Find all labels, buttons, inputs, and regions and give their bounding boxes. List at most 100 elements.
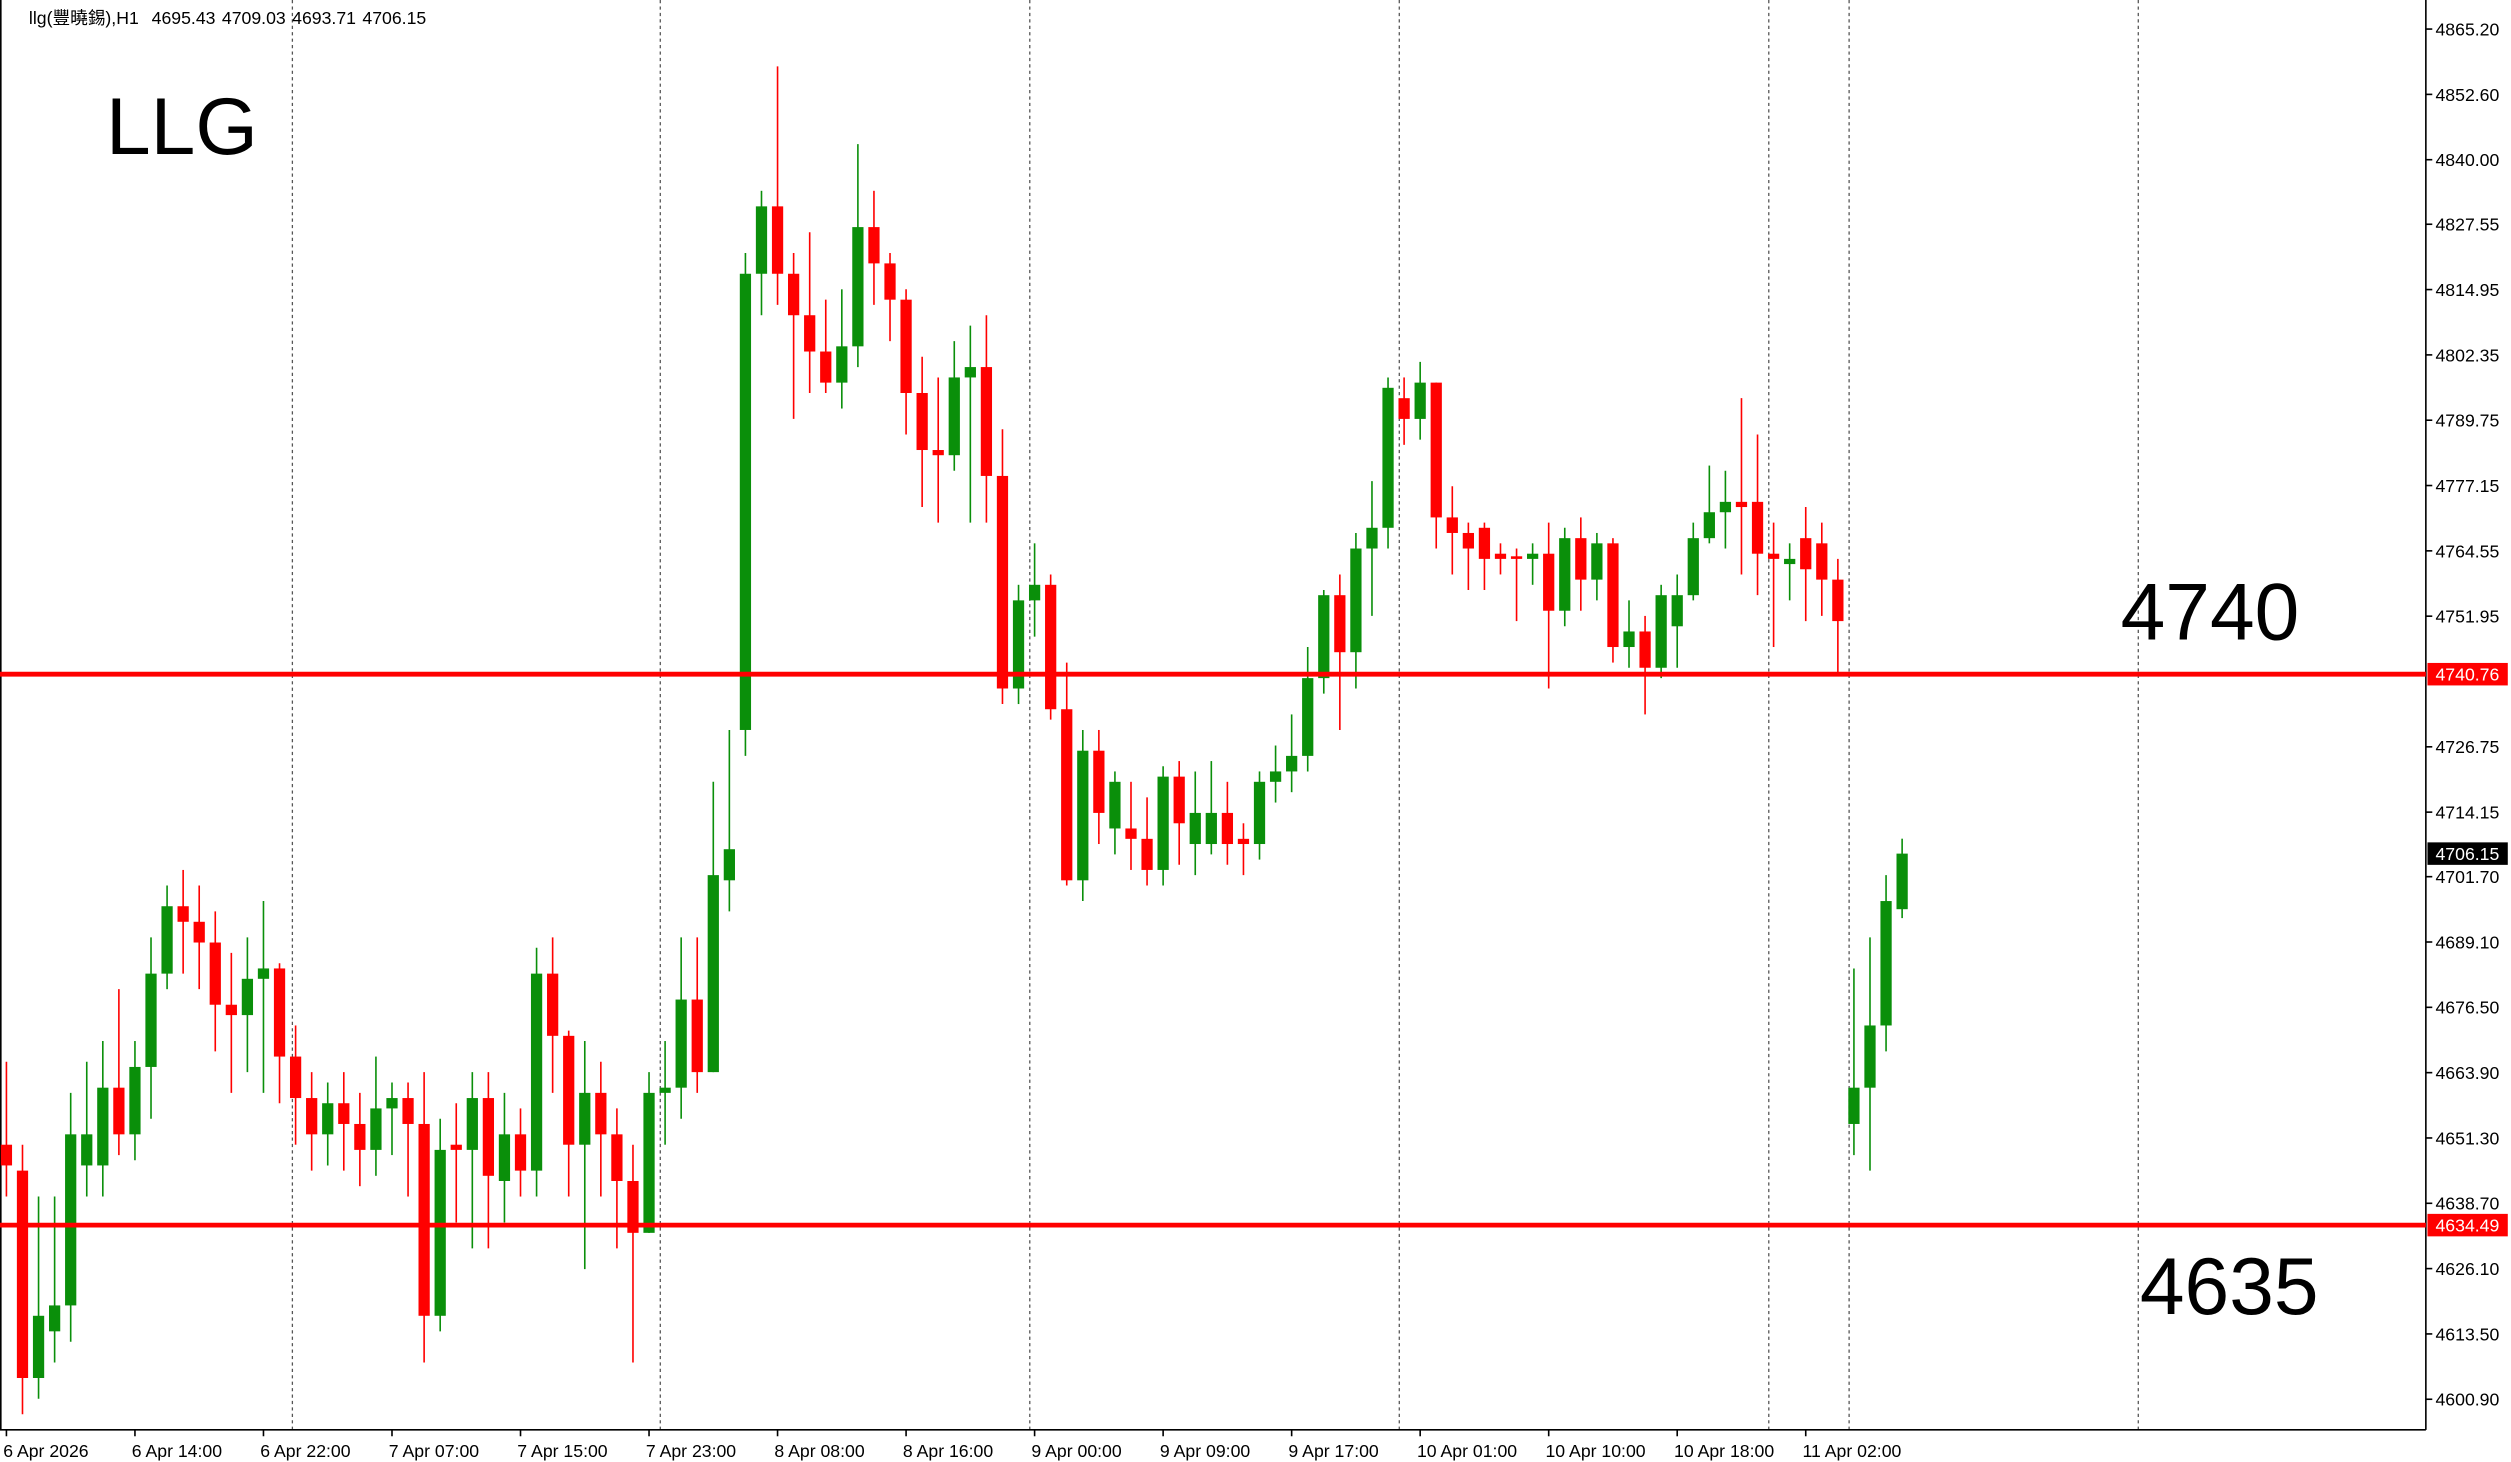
x-tick-label: 7 Apr 07:00 (389, 1441, 479, 1461)
candle-body (1687, 538, 1699, 596)
candle-body (1221, 812, 1234, 845)
candle-body (1543, 553, 1555, 611)
header-high: 4709.03 (222, 8, 286, 28)
candle-body (273, 968, 286, 1057)
candle-body (1703, 512, 1715, 539)
candle-body (1269, 771, 1282, 782)
candle-body (611, 1134, 623, 1181)
candle-body (370, 1108, 382, 1150)
candle-body (482, 1098, 495, 1176)
candle-body (338, 1103, 350, 1124)
x-tick-label: 7 Apr 23:00 (646, 1441, 736, 1461)
candle-body (868, 227, 880, 264)
x-tick-label: 6 Apr 22:00 (260, 1441, 350, 1461)
header-close: 4706.15 (362, 8, 426, 28)
candle-body (932, 450, 944, 456)
candle-body (129, 1066, 141, 1135)
candle-body (193, 921, 205, 943)
candle-body (354, 1123, 366, 1150)
candle-body (1527, 553, 1539, 559)
candle-body (948, 377, 960, 456)
x-tick-label: 7 Apr 15:00 (517, 1441, 607, 1461)
candle-body (16, 1170, 29, 1378)
candle-body (1848, 1087, 1860, 1124)
x-tick-label: 8 Apr 08:00 (774, 1441, 864, 1461)
candle-body (916, 392, 928, 451)
candle-body (322, 1103, 334, 1135)
candle-body (659, 1087, 671, 1093)
candle-body (643, 1092, 655, 1233)
candle-body (1896, 853, 1908, 910)
candle-body (1864, 1025, 1876, 1088)
candle-body (547, 973, 559, 1036)
candle-body (1784, 558, 1796, 565)
candle-body (739, 273, 752, 730)
candle-body (113, 1087, 125, 1135)
candle-body (386, 1098, 398, 1109)
candle-body (1366, 527, 1378, 549)
candle-body (1655, 595, 1667, 668)
candle-body (1719, 501, 1732, 513)
candle-body (707, 875, 719, 1073)
candle-body (257, 968, 270, 979)
annotation: 4740 (2121, 567, 2300, 657)
y-tick-label: 4814.95 (2435, 280, 2499, 300)
y-tick-label: 4613.50 (2435, 1324, 2499, 1344)
y-tick-label: 4714.15 (2435, 803, 2499, 823)
candle-body (1816, 543, 1828, 580)
candle-body (1478, 527, 1491, 559)
y-tick-label: 4676.50 (2435, 998, 2499, 1018)
candle-body (1061, 709, 1073, 881)
candle-body (820, 351, 832, 383)
candle-body (418, 1123, 430, 1316)
candle-body (1012, 600, 1025, 689)
y-tick-label: 4701.70 (2435, 867, 2499, 887)
symbol: llg(豐曉錫),H1 (29, 8, 139, 28)
candle-body (627, 1180, 639, 1233)
candle-body (1125, 828, 1137, 839)
candle-body (691, 999, 703, 1073)
candle-body (1334, 595, 1346, 653)
candle-body (771, 206, 784, 274)
separators (291, 0, 2139, 1430)
x-tick-label: 10 Apr 10:00 (1545, 1441, 1645, 1461)
level-tag (2427, 1213, 2508, 1237)
y-tick-label: 4840.00 (2435, 150, 2499, 170)
candle-body (65, 1134, 77, 1306)
y-tick-label: 4626.10 (2435, 1259, 2499, 1279)
candle-body (964, 367, 976, 378)
candle-body (1237, 838, 1250, 845)
candle-body (0, 1144, 13, 1166)
y-tick-label: 4689.10 (2435, 932, 2499, 952)
candles (0, 66, 1908, 1415)
x-tick-label: 11 Apr 02:00 (1803, 1441, 1902, 1461)
candle-body (209, 942, 221, 1005)
y-tick-label: 4777.15 (2435, 476, 2499, 496)
y-tick-label: 4726.75 (2435, 737, 2499, 757)
candle-body (1414, 382, 1426, 419)
candle-body (241, 978, 254, 1016)
candle-body (980, 367, 993, 476)
candle-body (836, 346, 848, 383)
candle-body (1462, 532, 1474, 549)
x-tick-label: 8 Apr 16:00 (903, 1441, 993, 1461)
candle-body (161, 906, 173, 974)
candle-body (1446, 517, 1458, 533)
candle-body (1735, 501, 1748, 508)
price-label: 4706.15 (2435, 844, 2499, 864)
candle-body (1253, 781, 1266, 845)
candle-body (177, 906, 189, 922)
candle-body (1510, 556, 1523, 559)
candle-body (81, 1134, 93, 1166)
candle-body (1591, 543, 1603, 580)
x-tick-label: 6 Apr 2026 (3, 1441, 89, 1461)
candle-body (852, 227, 864, 347)
candle-body (884, 263, 896, 300)
candle-body (1623, 631, 1635, 648)
candle-body (225, 1004, 237, 1016)
candle-body (1141, 838, 1153, 870)
y-tick-label: 4764.55 (2435, 541, 2499, 561)
candle-body (788, 273, 800, 316)
